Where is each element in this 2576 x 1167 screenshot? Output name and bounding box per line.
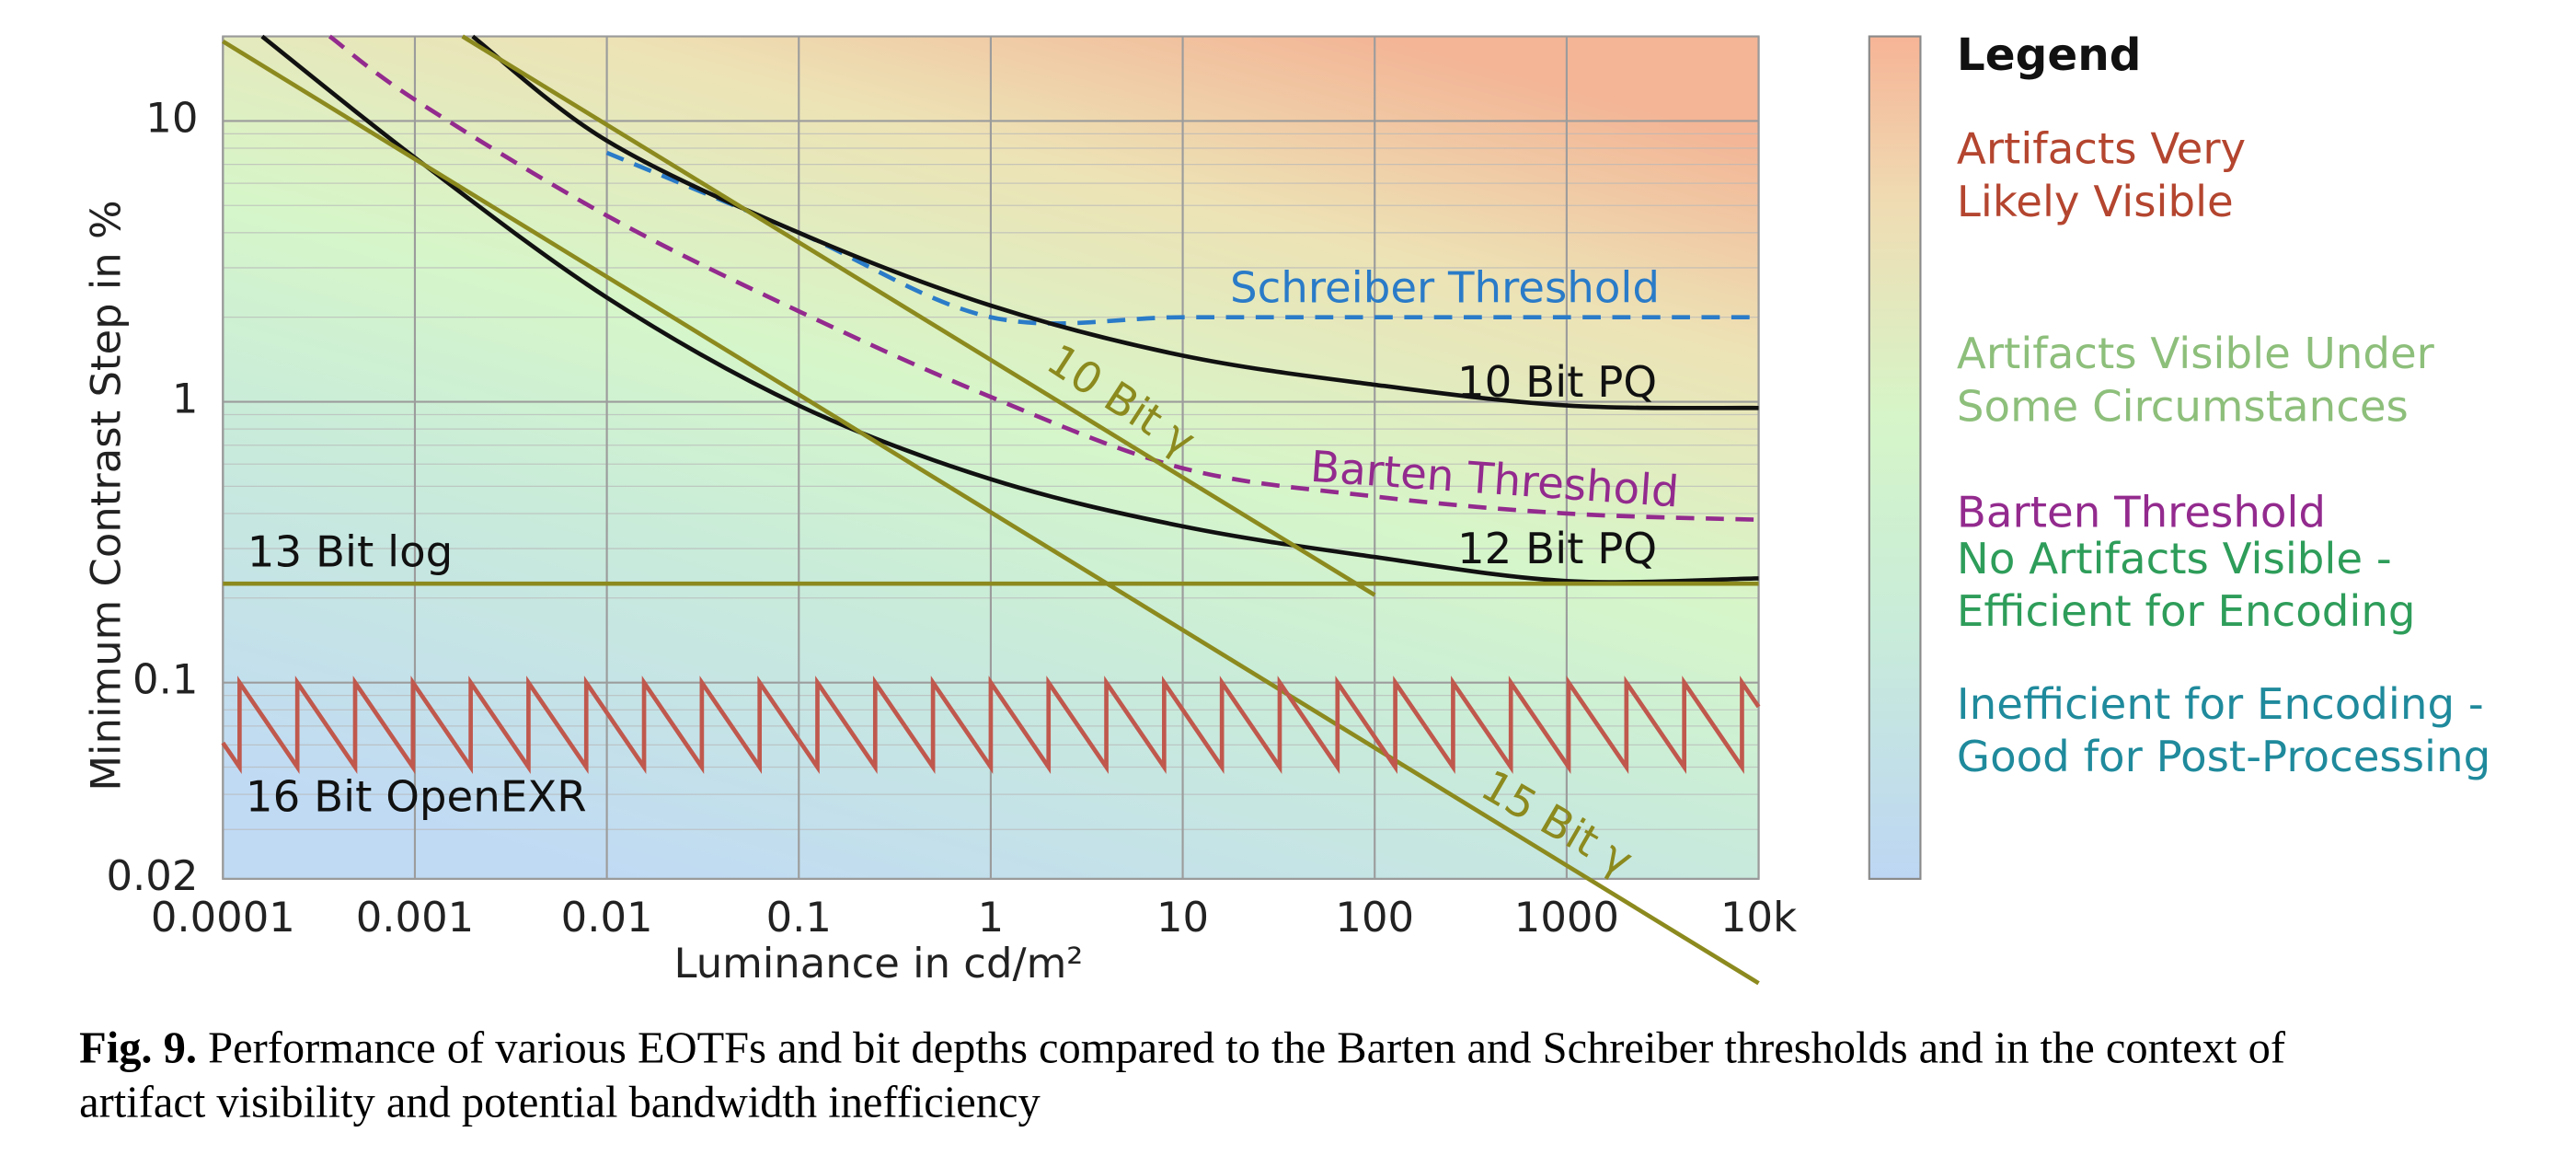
y-tick-label: 0.02	[106, 851, 198, 900]
series-label: 12 Bit PQ	[1457, 525, 1657, 574]
legend-title: Legend	[1957, 29, 2141, 81]
legend-text: Good for Post-Processing	[1957, 733, 2490, 782]
legend-text: Likely Visible	[1957, 178, 2234, 227]
legend-text: Some Circumstances	[1957, 383, 2409, 433]
series-label: Schreiber Threshold	[1230, 263, 1660, 313]
x-tick-label: 0.1	[766, 893, 832, 942]
x-tick-label: 1	[978, 893, 1005, 942]
series-line	[605, 150, 1759, 326]
series-label: 10 Bit PQ	[1457, 358, 1657, 408]
x-tick-label: 10k	[1720, 893, 1797, 942]
x-axis-label: Luminance in cd/m²	[673, 939, 1083, 988]
caption-line: artifact visibility and potential bandwi…	[79, 1079, 1041, 1127]
y-axis-label: Minimum Contrast Step in %	[81, 200, 130, 791]
x-tick-label: 1000	[1514, 893, 1619, 942]
series-line	[221, 676, 1761, 775]
legend-text: No Artifacts Visible -	[1957, 535, 2392, 584]
y-tick-label: 1	[172, 375, 199, 423]
series-line	[222, 39, 1760, 986]
x-tick-label: 0.001	[356, 893, 474, 942]
series-label: 13 Bit log	[247, 528, 453, 578]
x-tick-label: 10	[1156, 893, 1209, 942]
x-tick-label: 100	[1335, 893, 1414, 942]
legend-text: Barten Threshold	[1957, 489, 2326, 538]
lines	[221, 34, 1761, 986]
caption-line: Fig. 9. Performance of various EOTFs and…	[79, 1024, 2286, 1073]
legend-text: Efficient for Encoding	[1957, 587, 2416, 637]
x-tick-label: 0.01	[561, 893, 653, 942]
legend-text: Inefficient for Encoding -	[1957, 680, 2484, 730]
legend-text: Artifacts Very	[1957, 125, 2246, 175]
legend-color-bar	[1868, 35, 1922, 880]
series-label: 16 Bit OpenEXR	[246, 772, 587, 822]
x-tick-label: 0.0001	[151, 893, 295, 942]
y-tick-label: 0.1	[132, 655, 198, 704]
series-line	[461, 34, 1376, 597]
series-line	[328, 34, 1759, 523]
caption-label: Fig. 9.	[79, 1024, 197, 1073]
y-tick-label: 10	[145, 93, 198, 142]
series-line	[260, 34, 1759, 584]
series-line	[471, 34, 1759, 410]
caption-text: Performance of various EOTFs and bit dep…	[208, 1024, 2286, 1073]
legend-text: Artifacts Visible Under	[1957, 329, 2435, 379]
plot-frame	[222, 35, 1760, 880]
